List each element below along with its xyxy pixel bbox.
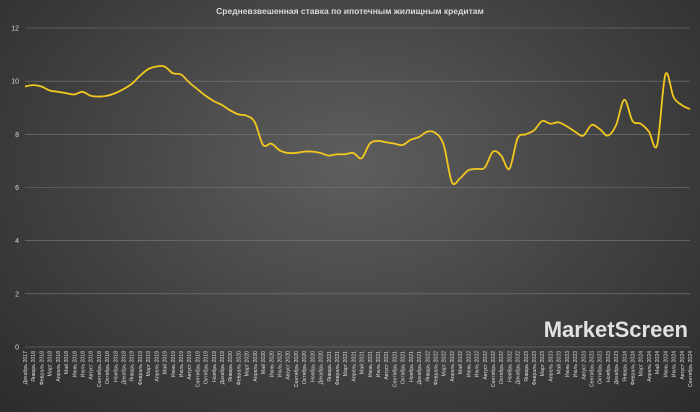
y-tick-label: 2 (15, 291, 19, 298)
x-tick-label: Март 2022 (442, 351, 448, 377)
x-tick-label: Март 2021 (343, 351, 349, 377)
x-tick-label: Сентябрь 2024 (688, 351, 694, 387)
x-tick-label: Январь 2024 (622, 351, 628, 382)
x-tick-label: Декабрь 2022 (516, 351, 522, 384)
x-tick-label: Май 2024 (654, 351, 661, 374)
chart-title: Средневзвешенная ставка по ипотечным жил… (216, 6, 484, 16)
x-tick-label: Сентябрь 2019 (195, 351, 201, 387)
x-tick-label: Апрель 2024 (647, 351, 653, 382)
x-tick-label: Январь 2022 (425, 351, 431, 382)
x-tick-label: Октябрь 2018 (105, 351, 111, 384)
x-tick-label: Июнь 2021 (368, 351, 374, 377)
y-tick-label: 4 (15, 238, 19, 245)
x-tick-label: Февраль 2024 (631, 351, 637, 385)
x-tick-label: Сентябрь 2020 (294, 351, 300, 387)
x-tick-label: Май 2022 (457, 351, 464, 374)
x-tick-label: Январь 2019 (130, 351, 136, 382)
x-tick-label: Январь 2023 (524, 351, 530, 382)
y-tick-label: 8 (15, 132, 19, 139)
watermark: MarketScreen (544, 317, 688, 342)
x-tick-label: Февраль 2022 (433, 351, 439, 385)
x-tick-label: Октябрь 2023 (598, 351, 604, 384)
x-tick-label: Декабрь 2020 (319, 351, 325, 384)
x-tick-label: Декабрь 2023 (614, 351, 620, 384)
x-tick-label: Апрель 2020 (253, 351, 259, 382)
x-tick-label: Май 2021 (359, 351, 366, 374)
x-tick-label: Декабрь 2017 (23, 351, 29, 384)
x-tick-label: Ноябрь 2021 (409, 351, 415, 382)
line (24, 65, 691, 186)
x-tick-label: Февраль 2018 (39, 351, 45, 385)
x-tick-label: Май 2018 (63, 351, 70, 374)
y-tick-label: 10 (11, 79, 19, 86)
x-tick-label: Август 2023 (581, 351, 587, 380)
x-tick-label: Февраль 2019 (138, 351, 144, 385)
x-tick-label: Декабрь 2021 (417, 351, 423, 384)
x-tick-label: Январь 2020 (228, 351, 234, 382)
x-tick-label: Апрель 2018 (56, 351, 62, 382)
x-tick-label: Май 2019 (162, 351, 169, 374)
x-tick-label: Декабрь 2018 (122, 351, 128, 384)
x-tick-label: Май 2023 (556, 351, 563, 374)
x-tick-label: Март 2023 (540, 351, 546, 377)
x-tick-label: Март 2024 (639, 351, 645, 377)
x-tick-label: Ноябрь 2018 (113, 351, 119, 382)
x-tick-label: Июнь 2024 (663, 351, 669, 377)
x-tick-label: Август 2018 (89, 351, 95, 380)
x-tick-label: Февраль 2023 (532, 351, 538, 385)
x-tick-label: Апрель 2022 (450, 351, 456, 382)
x-tick-label: Ноябрь 2023 (606, 351, 612, 382)
y-tick-label: 6 (15, 185, 19, 192)
x-tick-label: Ноябрь 2019 (212, 351, 218, 382)
x-tick-label: Ноябрь 2020 (310, 351, 316, 382)
x-tick-label: Июль 2019 (179, 351, 185, 377)
x-tick-label: Март 2020 (245, 351, 251, 377)
x-tick-label: Октябрь 2020 (302, 351, 308, 384)
x-tick-label: Апрель 2021 (351, 351, 357, 382)
x-tick-label: Июль 2021 (376, 351, 382, 377)
x-tick-label: Октябрь 2019 (204, 351, 210, 384)
x-tick-label: Июнь 2019 (171, 351, 177, 377)
x-tick-label: Март 2018 (48, 351, 54, 377)
x-tick-label: Сентябрь 2023 (589, 351, 595, 387)
x-tick-label: Ноябрь 2022 (507, 351, 513, 382)
y-tick-label: 12 (11, 26, 19, 33)
x-tick-label: Август 2022 (483, 351, 489, 380)
x-tick-label: Октябрь 2022 (499, 351, 505, 384)
x-tick-label: Сентябрь 2018 (97, 351, 103, 387)
x-tick-label: Май 2020 (260, 351, 267, 374)
x-tick-label: Август 2020 (286, 351, 292, 380)
x-tick-label: Январь 2018 (31, 351, 37, 382)
x-tick-label: Декабрь 2019 (220, 351, 226, 384)
x-tick-label: Февраль 2020 (236, 351, 242, 385)
y-tick-label: 0 (15, 345, 19, 352)
x-tick-label: Февраль 2021 (335, 351, 341, 385)
x-tick-label: Июль 2022 (475, 351, 481, 377)
x-tick-label: Март 2019 (146, 351, 152, 377)
x-tick-label: Июнь 2023 (565, 351, 571, 377)
x-tick-label: Июнь 2018 (72, 351, 78, 377)
x-tick-label: Август 2019 (187, 351, 193, 380)
x-tick-label: Июль 2023 (573, 351, 579, 377)
x-tick-label: Июль 2024 (672, 351, 678, 377)
x-tick-label: Июль 2020 (278, 351, 284, 377)
x-tick-label: Октябрь 2021 (401, 351, 407, 384)
x-tick-label: Сентябрь 2021 (392, 351, 398, 387)
x-tick-label: Сентябрь 2022 (491, 351, 497, 387)
x-tick-label: Январь 2021 (327, 351, 333, 382)
x-tick-label: Август 2021 (384, 351, 390, 380)
x-tick-label: Апрель 2023 (548, 351, 554, 382)
x-tick-label: Август 2024 (680, 351, 686, 380)
x-tick-label: Июнь 2022 (466, 351, 472, 377)
x-tick-label: Апрель 2019 (154, 351, 160, 382)
x-tick-label: Июль 2018 (80, 351, 86, 377)
x-tick-label: Июнь 2020 (269, 351, 275, 377)
